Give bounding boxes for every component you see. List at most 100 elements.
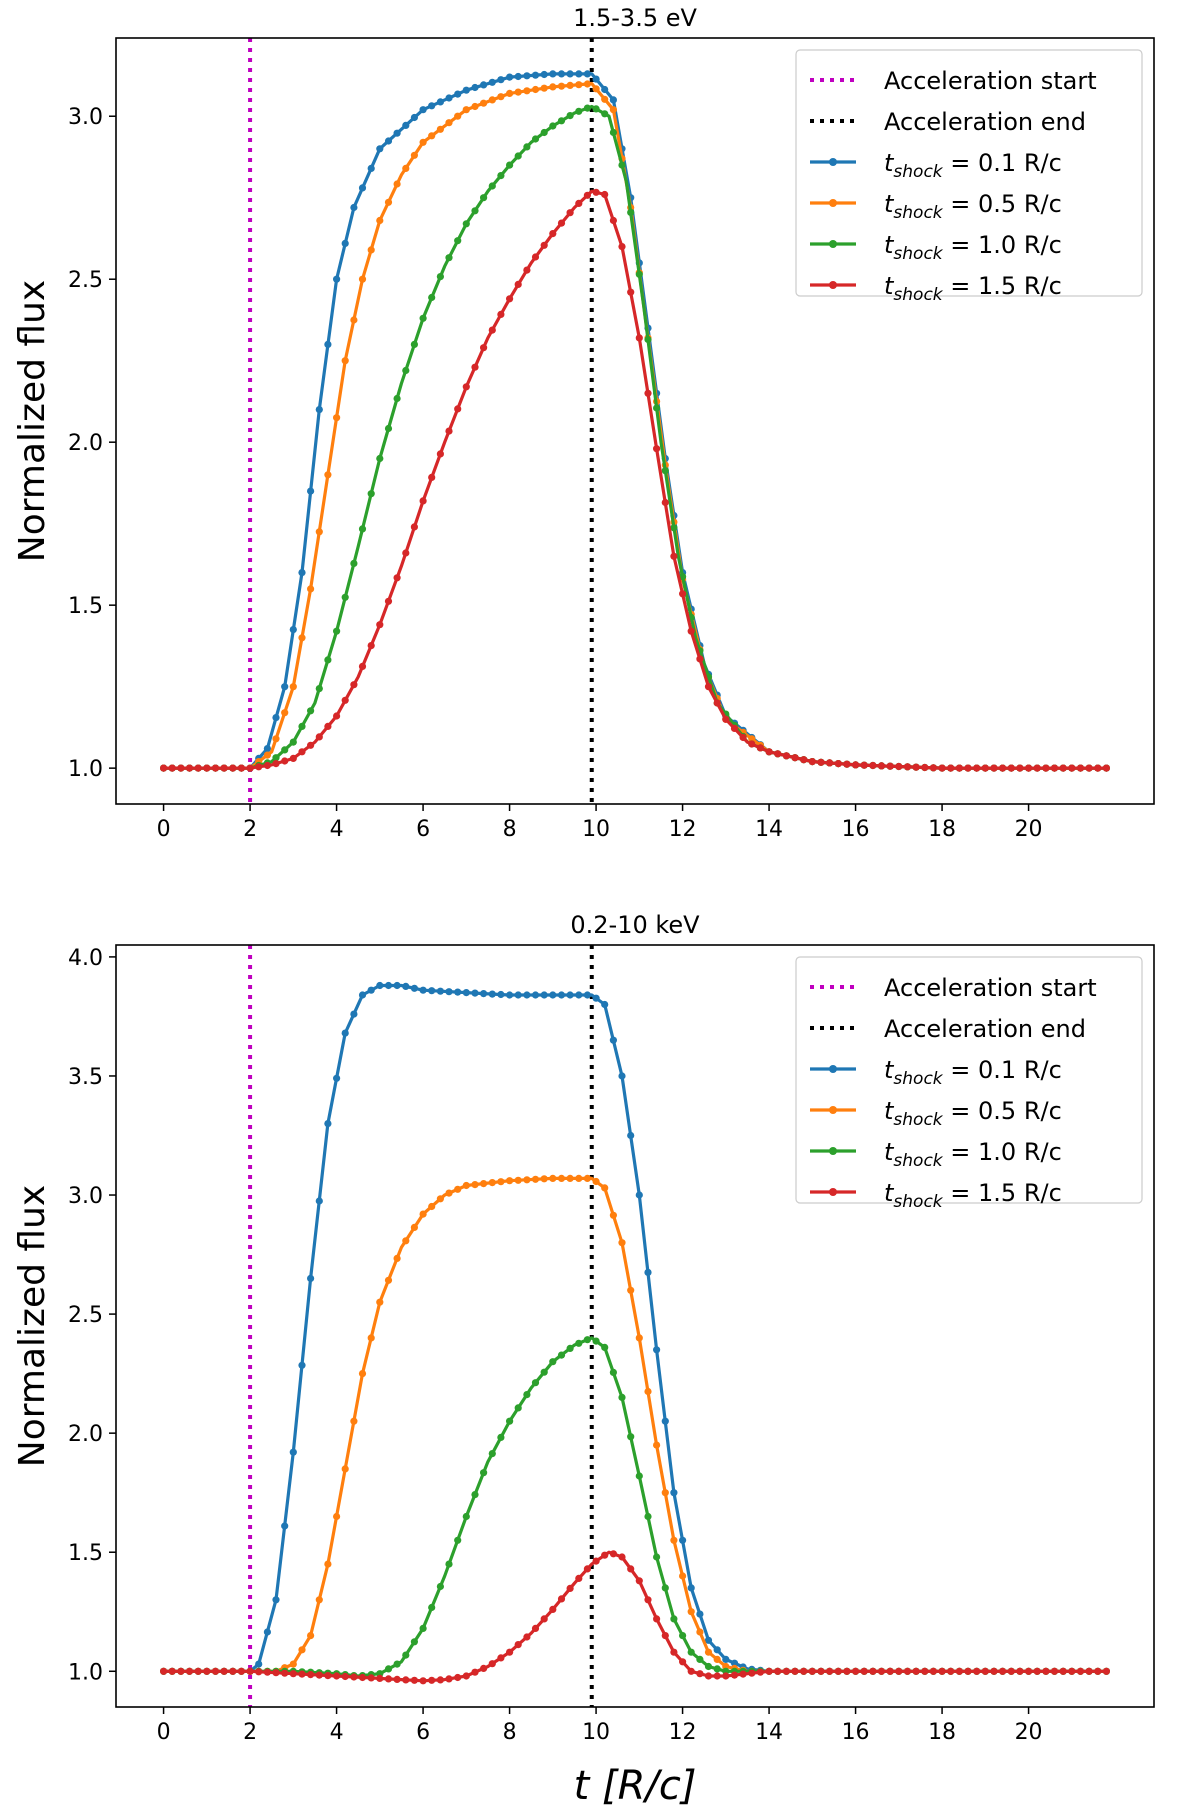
- series-point: [333, 1672, 341, 1680]
- series-point: [679, 1536, 687, 1544]
- series-point: [263, 761, 271, 770]
- series-point: [609, 1368, 618, 1376]
- series-point: [480, 1469, 488, 1477]
- series-point: [203, 1667, 211, 1675]
- y-tick-label: 2.5: [68, 1303, 103, 1328]
- x-tick-label: 8: [503, 817, 517, 842]
- series-point: [869, 761, 877, 770]
- series-point: [298, 1361, 306, 1369]
- series-point: [817, 758, 825, 766]
- series-point: [852, 1667, 860, 1675]
- series-point: [575, 1339, 583, 1347]
- series-point: [194, 764, 202, 772]
- series-point: [471, 102, 479, 111]
- x-axis-label: t [R/c]: [574, 1763, 697, 1809]
- series-point: [661, 1632, 669, 1640]
- series-point: [506, 1417, 514, 1425]
- series-point: [514, 991, 522, 999]
- series-point: [653, 1441, 661, 1449]
- series-point: [298, 569, 306, 577]
- series-point: [281, 683, 289, 691]
- series-point: [964, 1667, 972, 1675]
- series-point: [877, 762, 886, 770]
- series-point: [1042, 1667, 1050, 1675]
- series-point: [990, 1667, 998, 1675]
- y-tick-label: 3.0: [68, 1184, 103, 1209]
- series-point: [471, 1668, 479, 1676]
- series-point: [627, 288, 635, 296]
- series-point: [358, 184, 367, 192]
- series-point: [791, 1667, 799, 1675]
- series-point: [445, 94, 453, 102]
- series-point: [704, 683, 713, 691]
- series-point: [635, 270, 643, 278]
- series-point: [609, 1036, 618, 1044]
- series-point: [601, 1184, 609, 1192]
- series-point: [436, 273, 444, 281]
- series-point: [160, 764, 168, 772]
- series-point: [358, 525, 367, 533]
- series-point: [471, 1181, 479, 1189]
- series-point: [973, 1667, 981, 1675]
- series-point: [955, 1667, 964, 1675]
- series-line: [163, 1176, 1107, 1673]
- series-point: [583, 191, 592, 199]
- series-point: [1007, 1667, 1015, 1675]
- series-point: [704, 1648, 713, 1656]
- series-point: [1033, 1667, 1041, 1675]
- series-point: [843, 760, 851, 768]
- series-point: [488, 96, 496, 104]
- series-point: [255, 1660, 263, 1668]
- series-point: [730, 1671, 739, 1679]
- series-point: [592, 85, 600, 93]
- series-point: [981, 1667, 989, 1675]
- series-point: [609, 96, 618, 104]
- series-point: [445, 254, 453, 262]
- x-tick-label: 20: [1015, 1720, 1043, 1745]
- series-point: [549, 1605, 557, 1613]
- legend-marker: [829, 1188, 837, 1196]
- series-point: [696, 1610, 704, 1618]
- y-tick-label: 2.5: [68, 268, 103, 293]
- series-point: [480, 990, 488, 998]
- series-point: [687, 627, 695, 635]
- series-point: [462, 383, 470, 391]
- series-point: [774, 750, 782, 758]
- series-point: [436, 1676, 444, 1684]
- series-point: [445, 119, 453, 127]
- series-point: [756, 744, 765, 752]
- series-point: [393, 1660, 401, 1668]
- series-point: [609, 216, 618, 225]
- series-point: [333, 627, 341, 635]
- series-point: [523, 1391, 531, 1399]
- x-tick-label: 2: [243, 817, 257, 842]
- series-point: [895, 1667, 903, 1675]
- series-point: [281, 1522, 289, 1530]
- x-tick-label: 12: [669, 1720, 697, 1745]
- series-point: [419, 314, 427, 322]
- series-point: [506, 89, 514, 97]
- series-point: [765, 1667, 773, 1675]
- series-point: [410, 113, 418, 122]
- series-point: [687, 1667, 695, 1675]
- series-point: [523, 266, 531, 274]
- series-point: [557, 117, 566, 125]
- series-point: [428, 132, 436, 140]
- series-point: [367, 1334, 375, 1342]
- series-point: [160, 1667, 168, 1675]
- series-point: [696, 655, 704, 663]
- series-point: [471, 363, 479, 371]
- series-point: [826, 759, 834, 767]
- series-point: [713, 1665, 721, 1673]
- series-point: [445, 988, 453, 996]
- series-point: [333, 1512, 341, 1521]
- series-point: [618, 1553, 626, 1561]
- series-point: [454, 988, 462, 996]
- series-point: [661, 1584, 669, 1592]
- series-point: [410, 1676, 418, 1684]
- series-point: [341, 1672, 349, 1681]
- series-point: [341, 357, 349, 365]
- x-tick-label: 14: [755, 1720, 783, 1745]
- series-point: [428, 1202, 436, 1211]
- legend-marker: [829, 281, 837, 289]
